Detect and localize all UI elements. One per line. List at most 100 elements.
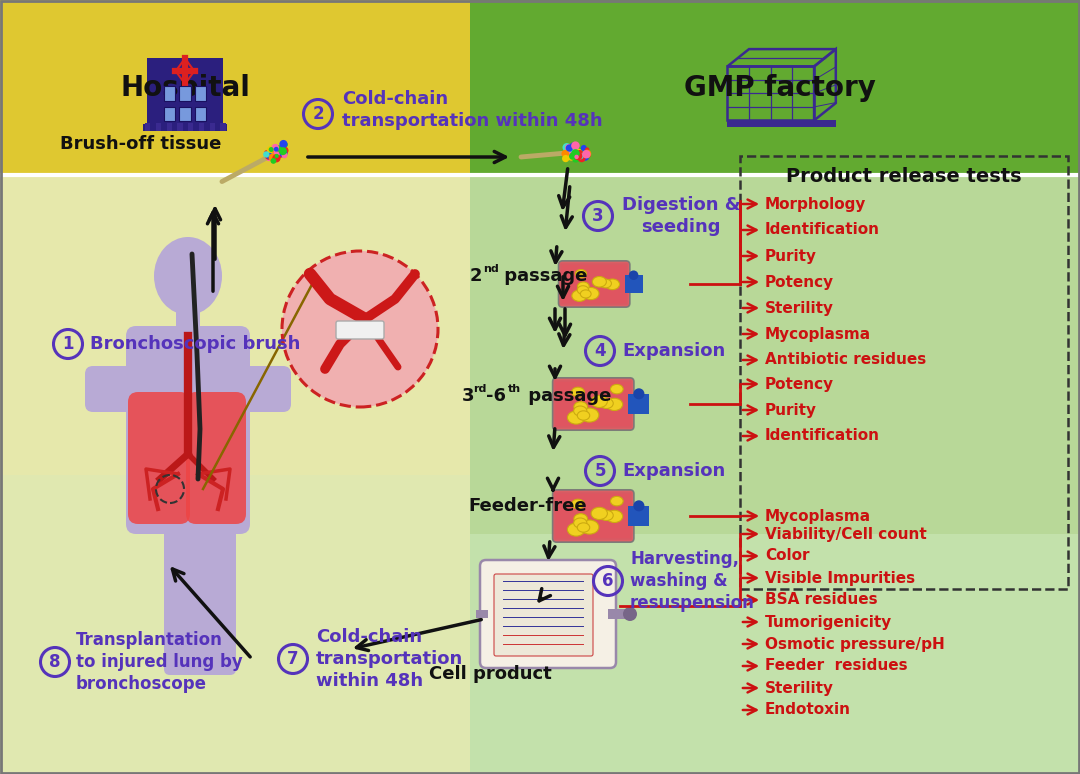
Circle shape xyxy=(276,149,285,157)
Bar xyxy=(145,123,150,132)
Text: 5: 5 xyxy=(594,462,606,480)
Bar xyxy=(727,67,814,121)
Circle shape xyxy=(581,145,586,151)
Circle shape xyxy=(276,151,283,158)
Bar xyxy=(147,58,222,66)
Circle shape xyxy=(581,153,590,161)
Polygon shape xyxy=(562,264,627,304)
Bar xyxy=(147,66,222,124)
Text: Potency: Potency xyxy=(765,376,834,392)
Circle shape xyxy=(571,149,580,158)
Ellipse shape xyxy=(573,514,588,524)
Bar xyxy=(0,175,470,474)
Bar xyxy=(179,86,191,101)
Circle shape xyxy=(280,149,287,157)
Ellipse shape xyxy=(573,406,586,416)
Text: Feeder  residues: Feeder residues xyxy=(765,659,907,673)
FancyBboxPatch shape xyxy=(480,560,616,668)
Circle shape xyxy=(563,151,567,156)
Text: Morphology: Morphology xyxy=(765,197,866,211)
Circle shape xyxy=(566,145,573,152)
Circle shape xyxy=(273,149,281,156)
Text: Identification: Identification xyxy=(765,222,880,238)
Circle shape xyxy=(623,607,637,621)
Circle shape xyxy=(567,152,573,158)
Circle shape xyxy=(269,154,275,161)
Circle shape xyxy=(563,143,571,152)
Circle shape xyxy=(264,151,270,158)
FancyBboxPatch shape xyxy=(553,378,634,430)
Ellipse shape xyxy=(577,286,589,294)
Ellipse shape xyxy=(591,507,607,519)
Text: Hospital: Hospital xyxy=(120,74,249,101)
Bar xyxy=(608,609,630,619)
Circle shape xyxy=(577,147,581,152)
Circle shape xyxy=(283,142,288,147)
Text: Antibiotic residues: Antibiotic residues xyxy=(765,352,927,368)
Text: Endotoxin: Endotoxin xyxy=(765,703,851,717)
Text: rd: rd xyxy=(473,384,486,394)
Ellipse shape xyxy=(567,411,585,424)
Text: Potency: Potency xyxy=(765,275,834,289)
Ellipse shape xyxy=(580,408,598,422)
Text: Purity: Purity xyxy=(765,402,816,417)
Circle shape xyxy=(629,270,638,280)
FancyBboxPatch shape xyxy=(227,366,291,412)
Circle shape xyxy=(274,154,279,158)
Circle shape xyxy=(568,155,575,161)
Ellipse shape xyxy=(576,269,586,278)
FancyBboxPatch shape xyxy=(186,392,246,524)
Ellipse shape xyxy=(592,276,606,287)
Ellipse shape xyxy=(578,522,590,533)
Ellipse shape xyxy=(580,520,598,534)
Bar xyxy=(476,610,488,618)
Circle shape xyxy=(577,150,583,156)
Ellipse shape xyxy=(578,411,590,420)
Circle shape xyxy=(571,142,580,150)
Circle shape xyxy=(562,155,569,163)
Circle shape xyxy=(578,154,585,163)
Text: th: th xyxy=(508,384,522,394)
Bar xyxy=(470,0,1080,175)
FancyBboxPatch shape xyxy=(192,515,237,675)
Text: Cold-chain
transportation
within 48h: Cold-chain transportation within 48h xyxy=(316,628,463,690)
Polygon shape xyxy=(555,381,632,427)
Text: 1: 1 xyxy=(63,335,73,353)
Circle shape xyxy=(585,152,591,158)
Circle shape xyxy=(575,149,582,156)
Circle shape xyxy=(267,146,274,153)
Circle shape xyxy=(585,147,590,152)
Circle shape xyxy=(267,152,273,159)
Ellipse shape xyxy=(599,399,613,409)
Ellipse shape xyxy=(606,279,620,289)
Circle shape xyxy=(265,153,271,159)
Text: 7: 7 xyxy=(287,650,299,668)
Circle shape xyxy=(573,152,582,160)
Bar xyxy=(188,123,193,132)
Circle shape xyxy=(273,155,280,161)
Circle shape xyxy=(577,152,583,159)
Circle shape xyxy=(582,150,591,159)
Circle shape xyxy=(269,153,276,162)
FancyBboxPatch shape xyxy=(494,574,593,656)
Circle shape xyxy=(282,251,438,407)
Circle shape xyxy=(562,150,569,158)
Circle shape xyxy=(279,149,283,153)
Bar xyxy=(163,107,175,121)
Ellipse shape xyxy=(578,282,590,291)
Circle shape xyxy=(569,144,576,150)
Bar xyxy=(156,123,161,132)
Text: passage: passage xyxy=(498,267,588,285)
Text: Transplantation
to injured lung by
bronchoscope: Transplantation to injured lung by bronc… xyxy=(76,631,243,694)
Polygon shape xyxy=(555,493,632,539)
Text: Cold-chain
transportation within 48h: Cold-chain transportation within 48h xyxy=(342,90,603,130)
Bar xyxy=(194,86,206,101)
Circle shape xyxy=(279,149,285,156)
Circle shape xyxy=(583,149,591,158)
Ellipse shape xyxy=(573,402,588,412)
Circle shape xyxy=(279,145,284,150)
Bar xyxy=(166,123,172,132)
Circle shape xyxy=(275,151,283,158)
Text: Sterility: Sterility xyxy=(765,680,834,696)
Bar xyxy=(727,121,836,127)
